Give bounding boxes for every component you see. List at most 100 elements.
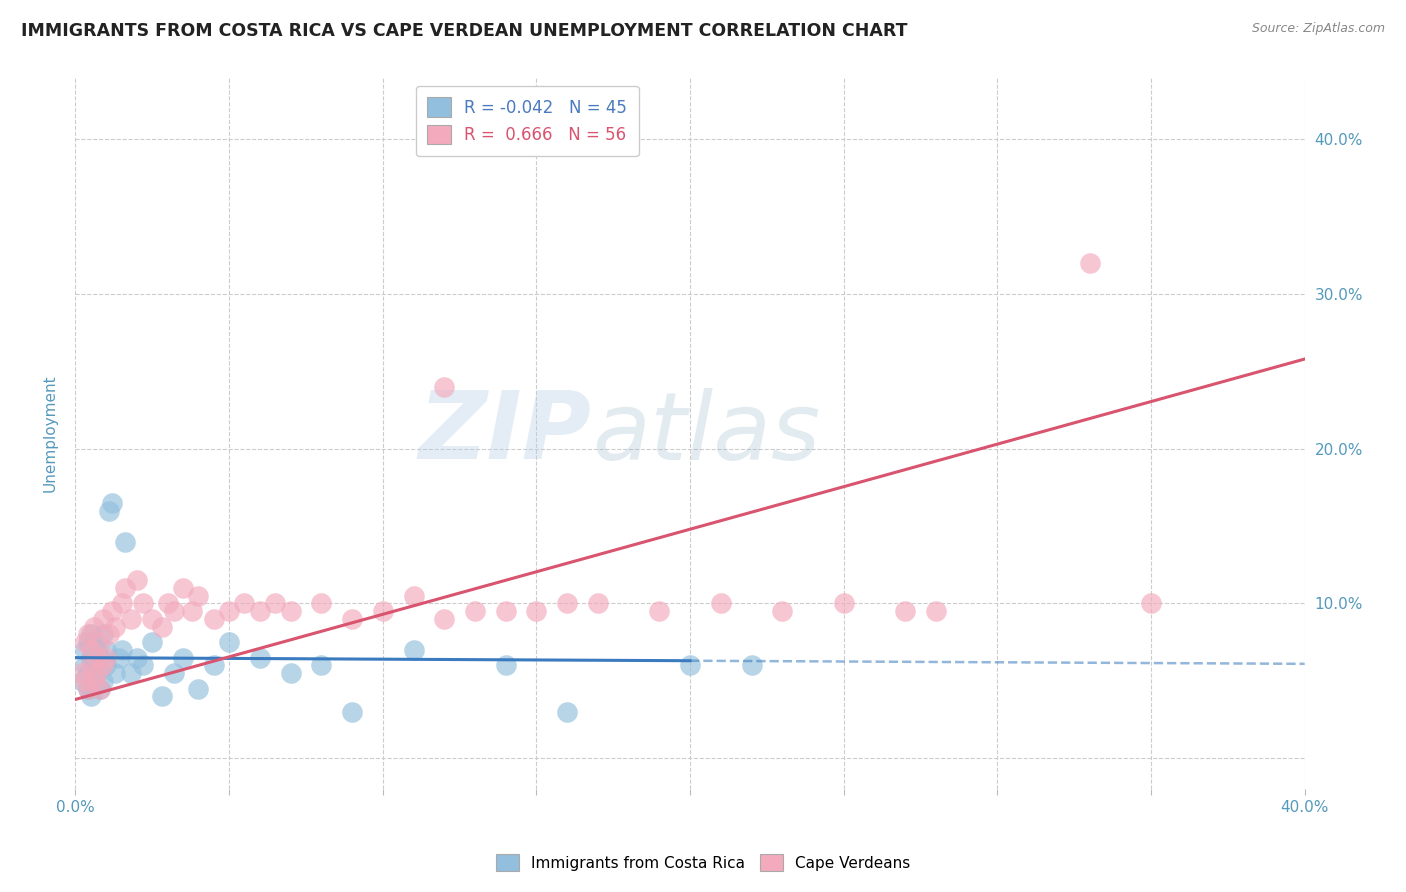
Text: IMMIGRANTS FROM COSTA RICA VS CAPE VERDEAN UNEMPLOYMENT CORRELATION CHART: IMMIGRANTS FROM COSTA RICA VS CAPE VERDE… [21,22,908,40]
Point [311,658,333,673]
Point [96,643,118,657]
Point [104,666,127,681]
Point [150,690,173,704]
Point [80,650,103,665]
Point [86,666,108,681]
Point [125,574,148,588]
Point [249,650,271,665]
Point [1078,256,1101,270]
Point [141,635,163,649]
Point [101,604,124,618]
Text: ZIP: ZIP [419,387,592,479]
Y-axis label: Unemployment: Unemployment [44,375,58,492]
Point [132,597,155,611]
Point [76,635,98,649]
Point [679,658,702,673]
Point [586,597,609,611]
Point [555,705,578,719]
Point [86,643,108,657]
Point [280,604,302,618]
Point [70,673,93,688]
Point [832,597,855,611]
Point [163,666,186,681]
Point [464,604,486,618]
Point [89,635,111,649]
Point [172,581,194,595]
Point [495,658,517,673]
Point [83,620,105,634]
Point [89,681,111,696]
Point [76,681,98,696]
Point [91,612,114,626]
Point [76,666,98,681]
Point [187,681,209,696]
Point [340,612,363,626]
Point [770,604,793,618]
Point [83,635,105,649]
Point [73,673,96,688]
Point [181,604,204,618]
Point [114,534,136,549]
Point [76,681,98,696]
Point [249,604,271,618]
Point [98,503,121,517]
Point [894,604,917,618]
Point [73,658,96,673]
Point [114,581,136,595]
Point [526,604,548,618]
Point [86,666,108,681]
Point [96,650,118,665]
Point [218,604,240,618]
Point [150,620,173,634]
Point [89,681,111,696]
Point [120,666,142,681]
Point [76,627,98,641]
Text: Source: ZipAtlas.com: Source: ZipAtlas.com [1251,22,1385,36]
Point [555,597,578,611]
Point [163,604,186,618]
Point [402,643,425,657]
Point [89,650,111,665]
Point [495,604,517,618]
Point [80,658,103,673]
Legend: R = -0.042   N = 45, R =  0.666   N = 56: R = -0.042 N = 45, R = 0.666 N = 56 [416,86,638,156]
Point [218,635,240,649]
Point [91,658,114,673]
Point [80,643,103,657]
Point [371,604,394,618]
Point [104,620,127,634]
Point [96,658,118,673]
Point [1140,597,1163,611]
Point [925,604,948,618]
Point [280,666,302,681]
Point [83,658,105,673]
Point [80,690,103,704]
Point [107,650,129,665]
Point [91,627,114,641]
Point [101,496,124,510]
Point [73,635,96,649]
Point [86,650,108,665]
Point [340,705,363,719]
Point [187,589,209,603]
Point [91,673,114,688]
Point [311,597,333,611]
Point [98,627,121,641]
Legend: Immigrants from Costa Rica, Cape Verdeans: Immigrants from Costa Rica, Cape Verdean… [489,848,917,877]
Point [83,673,105,688]
Point [741,658,763,673]
Point [233,597,256,611]
Point [202,612,225,626]
Point [80,627,103,641]
Point [73,643,96,657]
Text: atlas: atlas [592,388,820,479]
Point [202,658,225,673]
Point [710,597,733,611]
Point [172,650,194,665]
Point [156,597,179,611]
Point [110,643,132,657]
Point [433,612,456,626]
Point [648,604,671,618]
Point [120,612,142,626]
Point [402,589,425,603]
